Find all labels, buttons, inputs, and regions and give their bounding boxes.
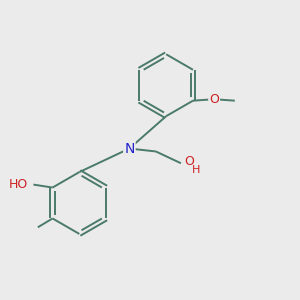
Text: N: N: [124, 142, 135, 155]
Text: O: O: [184, 155, 194, 168]
Text: HO: HO: [9, 178, 28, 191]
Text: O: O: [209, 93, 219, 106]
Text: H: H: [192, 165, 201, 175]
